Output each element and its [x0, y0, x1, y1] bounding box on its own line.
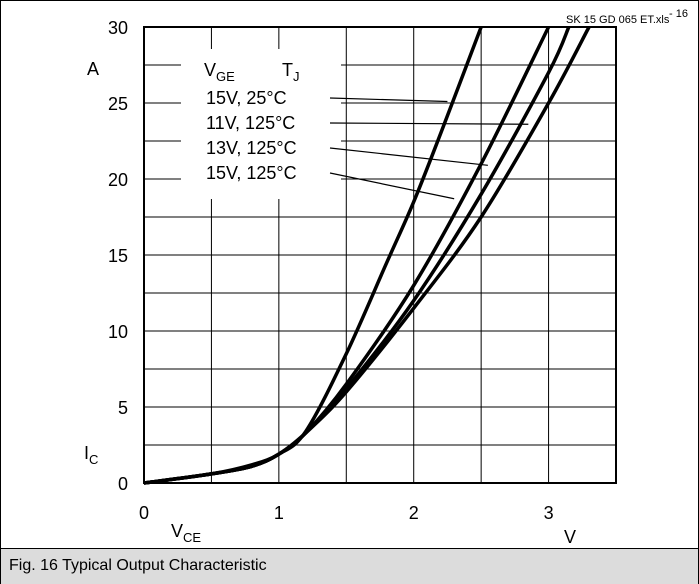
- y-tick-label: 5: [118, 398, 128, 418]
- figure-number-label: - 16: [669, 8, 688, 20]
- legend-entry: 11V, 125°C: [206, 113, 295, 133]
- y-unit-label: A: [87, 59, 99, 79]
- x-unit-label: V: [564, 527, 576, 547]
- x-axis-title-main: V: [171, 521, 183, 541]
- x-tick-label: 2: [409, 503, 419, 523]
- legend-background: [181, 49, 341, 199]
- legend-entry: 13V, 125°C: [206, 138, 297, 158]
- y-tick-label: 10: [108, 322, 128, 342]
- legend-entry: 15V, 25°C: [206, 88, 287, 108]
- series-line-4: [143, 26, 591, 485]
- y-tick-label: 20: [108, 170, 128, 190]
- y-tick-label: 0: [118, 474, 128, 494]
- legend-leader-line: [329, 97, 448, 103]
- plot-border: [143, 26, 617, 484]
- x-tick-label: 0: [139, 503, 149, 523]
- legend-entry: 15V, 125°C: [206, 163, 297, 183]
- caption-bar: Fig. 16 Typical Output Characteristic: [1, 548, 698, 584]
- y-axis-title: IC: [84, 443, 98, 467]
- figure-caption: Fig. 16 Typical Output Characteristic: [9, 557, 267, 574]
- legend-leader-line: [329, 122, 529, 125]
- axis-ticks: 0 5 10 15 20 25 30 0 1 2 3: [108, 18, 554, 523]
- y-axis-title-main: I: [84, 443, 89, 463]
- y-tick-label: 25: [108, 94, 128, 114]
- y-axis-title-sub: C: [89, 452, 98, 467]
- source-label: SK 15 GD 065 ET.xls: [566, 14, 670, 26]
- legend-leader-line: [329, 147, 488, 166]
- x-tick-label: 1: [274, 503, 284, 523]
- y-tick-label: 30: [108, 18, 128, 38]
- x-axis-title: VCE: [171, 521, 201, 545]
- x-tick-label: 3: [544, 503, 554, 523]
- series-lines: [143, 26, 591, 485]
- legend-leader-line: [329, 172, 455, 200]
- grid: [143, 26, 617, 484]
- y-tick-label: 15: [108, 246, 128, 266]
- x-axis-title-sub: CE: [183, 530, 201, 545]
